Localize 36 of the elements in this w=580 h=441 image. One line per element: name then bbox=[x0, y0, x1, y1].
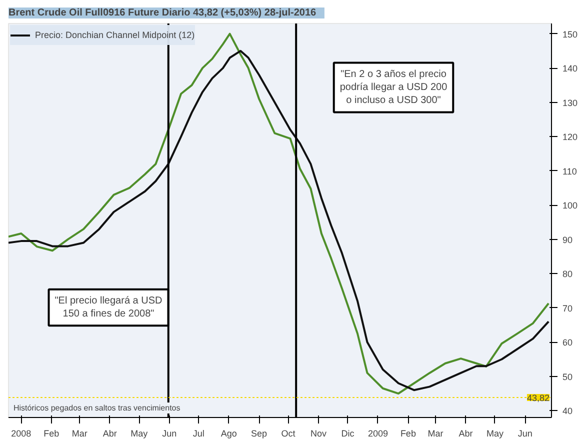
x-tick-label: May bbox=[486, 428, 504, 438]
x-tick-label: Abr bbox=[102, 428, 117, 438]
y-tick-label: 50 bbox=[562, 372, 573, 382]
y-tick-label: 90 bbox=[562, 234, 573, 245]
y-tick-label: 80 bbox=[562, 269, 573, 280]
y-tick-label: 150 bbox=[562, 29, 578, 40]
annotation: "En 2 o 3 años el precio podría llegar a USD 200 o incluso a USD 300" bbox=[340, 68, 448, 106]
y-tick-label: 120 bbox=[562, 132, 578, 142]
x-tick-label: Jul bbox=[192, 428, 204, 438]
x-tick-label: Jun bbox=[518, 428, 532, 438]
y-tick-label: 100 bbox=[562, 200, 578, 211]
annotation: Históricos pegados en saltos tras vencimientos bbox=[14, 404, 180, 412]
x-tick-label: Nov bbox=[310, 428, 328, 438]
x-tick-label: 2009 bbox=[368, 428, 388, 438]
y-tick-label: 40 bbox=[562, 406, 573, 416]
x-tick-label: Sep bbox=[251, 428, 268, 438]
ref-line-label: 43,82 bbox=[526, 393, 550, 404]
x-tick-label: Feb bbox=[44, 428, 60, 438]
x-tick-label: Mar bbox=[428, 428, 444, 438]
y-tick-label: 70 bbox=[562, 303, 573, 314]
x-tick-label: Dic bbox=[341, 428, 355, 438]
x-tick-label: Mar bbox=[72, 428, 88, 438]
x-tick-label: 2008 bbox=[11, 428, 32, 438]
chart-title: Brent Crude Oil Full0916 Future Diario 43,82 (+5,03%) 28-jul-2016 bbox=[8, 8, 317, 18]
x-tick-label: Feb bbox=[400, 428, 416, 438]
y-tick-label: 110 bbox=[562, 166, 577, 176]
annotation: "El precio llegará a USD 150 a fines de 2008" bbox=[54, 295, 162, 320]
x-tick-label: Jun bbox=[162, 428, 177, 438]
x-tick-label: Ago bbox=[220, 428, 237, 438]
y-tick-label: 130 bbox=[562, 98, 578, 108]
x-tick-label: Oct bbox=[281, 428, 296, 438]
x-tick-label: Abr bbox=[458, 428, 473, 438]
y-tick-label: 140 bbox=[562, 64, 578, 74]
legend-label: Precio: Donchian Channel Midpoint (12) bbox=[35, 30, 195, 40]
y-tick-label: 60 bbox=[562, 338, 573, 348]
x-tick-label: May bbox=[130, 428, 148, 438]
